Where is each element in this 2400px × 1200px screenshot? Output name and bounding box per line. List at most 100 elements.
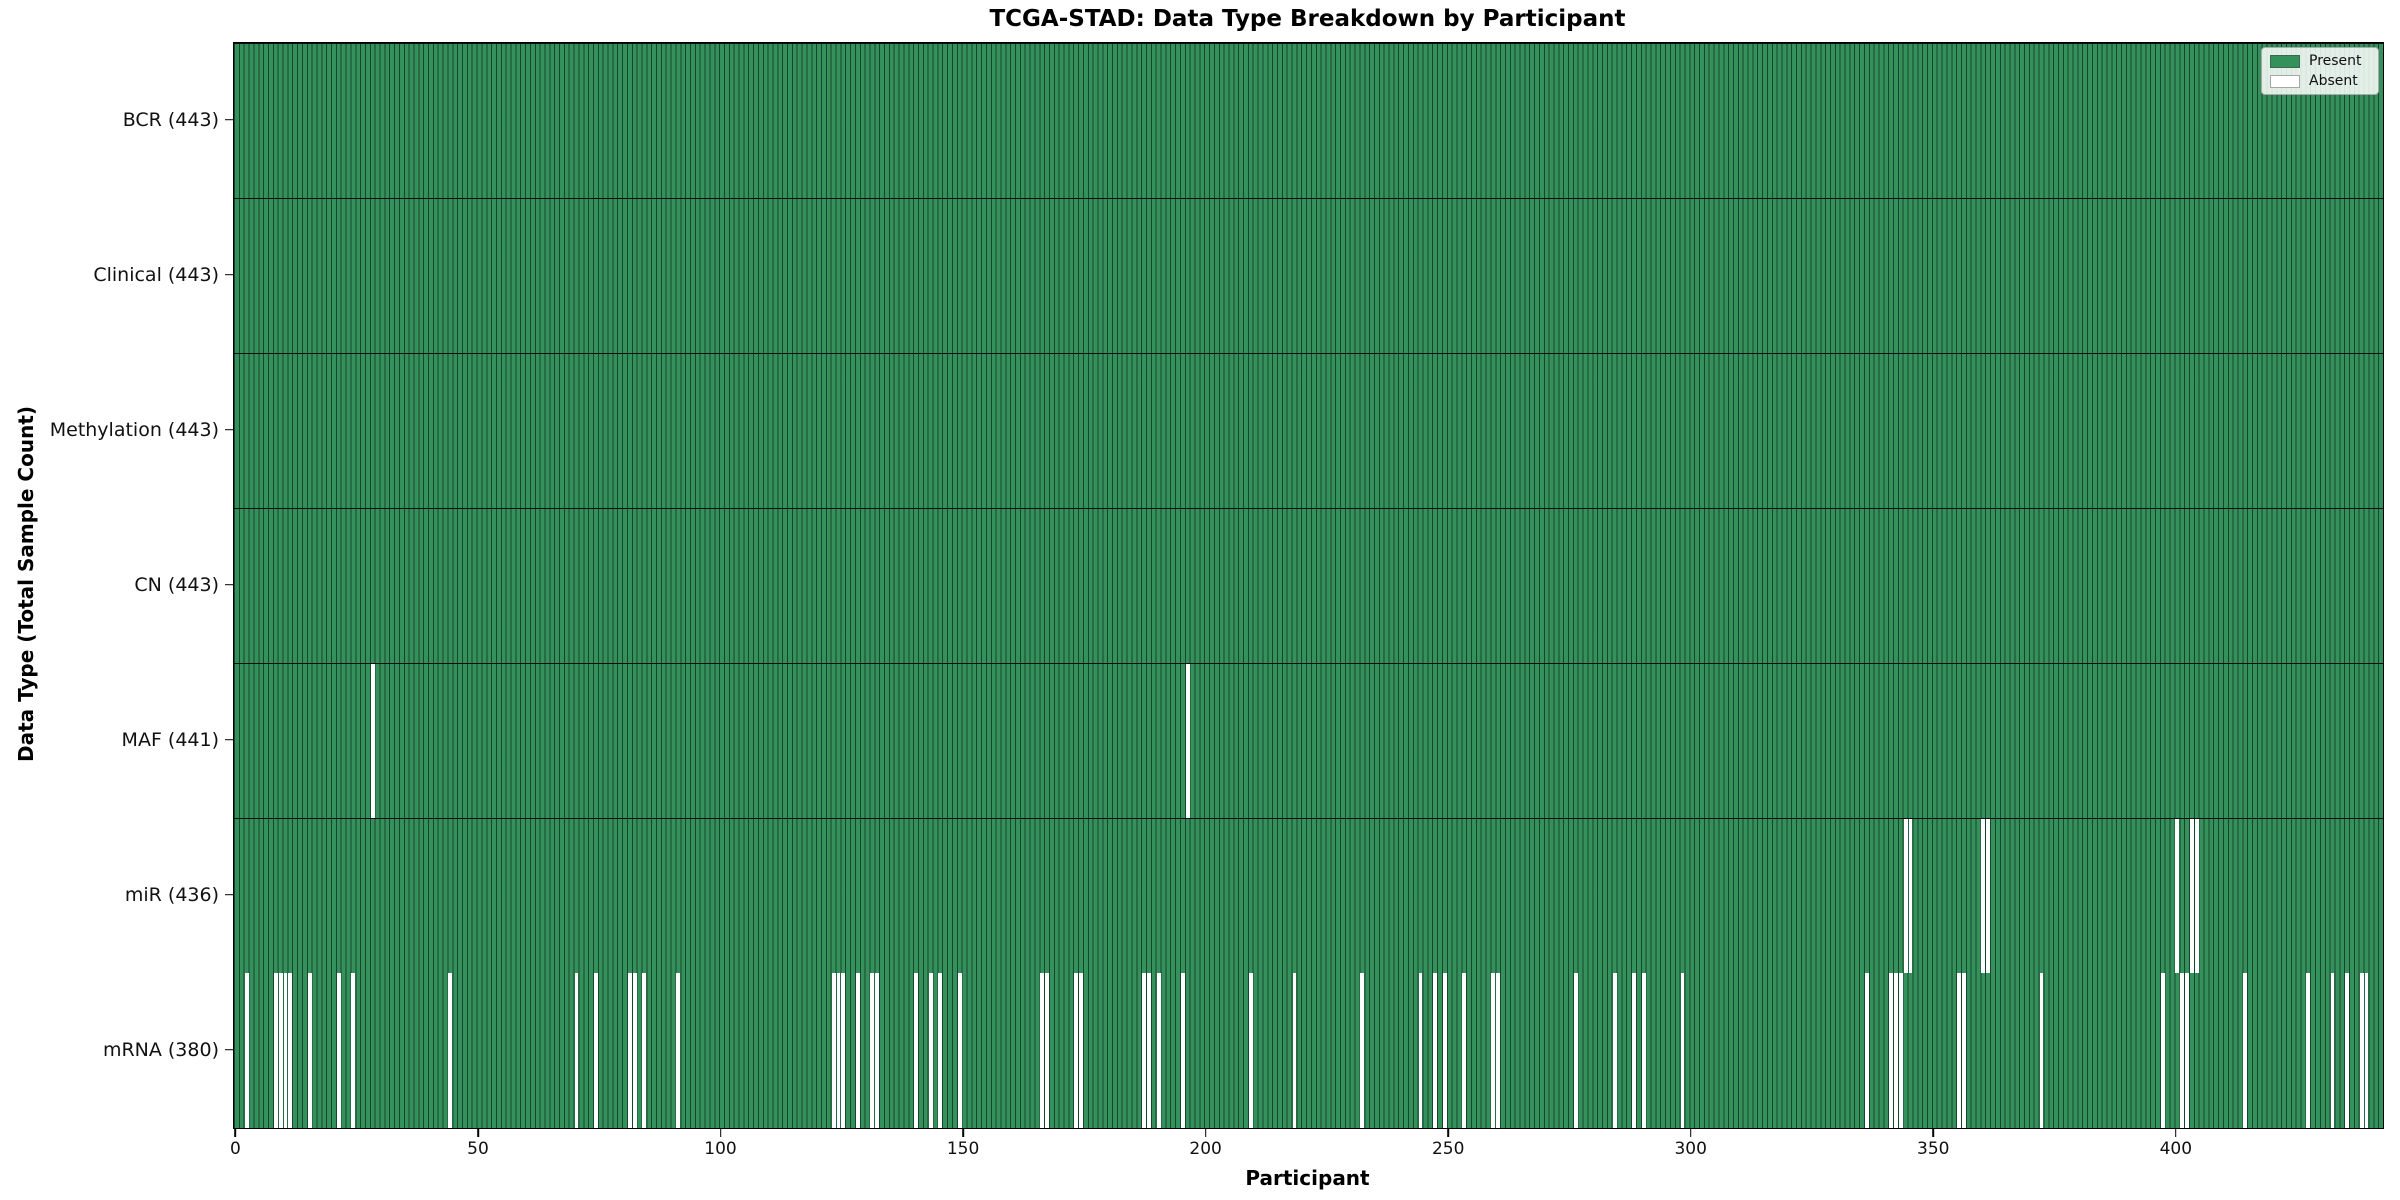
legend-entry-present: Present	[2270, 54, 2370, 68]
absent-stripe	[875, 973, 880, 1128]
absent-stripe	[1864, 973, 1869, 1128]
y-tick-label-miR: miR (436)	[124, 883, 219, 906]
x-tick-label-100: 100	[704, 1139, 737, 1159]
absent-stripe	[2175, 819, 2180, 973]
absent-stripe	[593, 973, 598, 1128]
x-tick-label-0: 0	[230, 1139, 241, 1159]
legend-swatch-absent-icon	[2270, 74, 2300, 88]
y-tick-label-mRNA: mRNA (380)	[102, 1038, 219, 1061]
absent-stripe	[307, 973, 312, 1128]
absent-stripe	[855, 973, 860, 1128]
absent-stripe	[1074, 973, 1079, 1128]
y-tick-label-BCR: BCR (443)	[122, 108, 219, 131]
absent-stripe	[1292, 973, 1297, 1128]
legend-entry-absent: Absent	[2270, 74, 2370, 88]
chart-title: TCGA-STAD: Data Type Breakdown by Partic…	[989, 6, 1626, 32]
absent-stripe	[1045, 973, 1049, 1128]
x-tick-label-250: 250	[1431, 1139, 1465, 1159]
row-mRNA	[234, 973, 2383, 1128]
row-CN	[234, 508, 2383, 663]
absent-stripe	[2160, 973, 2165, 1128]
absent-stripe	[831, 973, 836, 1128]
absent-stripe	[288, 973, 293, 1128]
absent-stripe	[1573, 973, 1578, 1128]
row-MAF	[234, 663, 2383, 818]
row-miR	[234, 818, 2383, 973]
x-tick-label-50: 50	[467, 1139, 489, 1159]
absent-stripe	[1961, 973, 1966, 1128]
absent-stripe	[642, 973, 647, 1128]
absent-stripe	[1632, 973, 1636, 1128]
absent-stripe	[2039, 973, 2044, 1128]
absent-stripe	[2359, 973, 2364, 1128]
x-tick-label-200: 200	[1189, 1139, 1222, 1159]
absent-stripe	[336, 973, 341, 1128]
x-tick-mark	[1689, 1129, 1692, 1137]
absent-stripe	[351, 973, 356, 1128]
absent-stripe	[2180, 973, 2185, 1128]
absent-stripe	[2345, 973, 2350, 1128]
absent-stripe	[627, 973, 632, 1128]
y-tick-mark	[225, 583, 233, 586]
absent-stripe	[2364, 973, 2369, 1128]
absent-stripe	[2185, 973, 2189, 1128]
absent-stripe	[1040, 973, 1045, 1128]
absent-stripe	[1903, 819, 1908, 973]
y-tick-mark	[225, 738, 233, 741]
absent-stripe	[1957, 973, 1961, 1128]
absent-stripe	[1156, 973, 1161, 1128]
y-tick-mark	[225, 118, 233, 121]
absent-stripe	[2306, 973, 2311, 1128]
absent-stripe	[1491, 973, 1496, 1128]
absent-stripe	[1360, 973, 1365, 1128]
absent-stripe	[914, 973, 918, 1128]
x-tick-mark	[1932, 1129, 1935, 1137]
absent-stripe	[1898, 973, 1903, 1128]
y-tick-label-MAF: MAF (441)	[121, 728, 219, 751]
legend-swatch-present-icon	[2270, 54, 2300, 68]
absent-stripe	[1433, 973, 1438, 1128]
absent-stripe	[632, 973, 637, 1128]
absent-stripe	[870, 973, 875, 1128]
legend-label-present: Present	[2309, 53, 2362, 69]
absent-stripe	[1142, 973, 1146, 1128]
absent-stripe	[1894, 973, 1898, 1128]
absent-stripe	[1908, 819, 1913, 973]
x-tick-mark	[2175, 1129, 2177, 1137]
row-Methylation	[234, 353, 2383, 508]
absent-stripe	[1180, 973, 1185, 1128]
y-tick-mark	[225, 1048, 233, 1051]
x-tick-mark	[477, 1129, 479, 1137]
absent-stripe	[2189, 819, 2194, 973]
absent-stripe	[928, 973, 933, 1128]
y-tick-mark	[225, 428, 233, 431]
absent-stripe	[370, 664, 375, 818]
absent-stripe	[1641, 973, 1646, 1128]
plot-area: Present Absent	[233, 42, 2384, 1129]
absent-stripe	[1986, 819, 1991, 973]
x-tick-label-300: 300	[1674, 1139, 1707, 1159]
absent-stripe	[278, 973, 283, 1128]
absent-stripe	[957, 973, 962, 1128]
absent-stripe	[836, 973, 841, 1128]
absent-stripe	[2243, 973, 2248, 1128]
absent-stripe	[1981, 819, 1986, 973]
x-axis-label: Participant	[1245, 1166, 1370, 1190]
y-tick-label-CN: CN (443)	[134, 573, 219, 596]
legend: Present Absent	[2261, 47, 2379, 95]
x-tick-label-350: 350	[1917, 1139, 1950, 1159]
absent-stripe	[273, 973, 278, 1128]
absent-stripe	[244, 973, 249, 1128]
absent-stripe	[1496, 973, 1501, 1128]
absent-stripe	[2330, 973, 2335, 1128]
x-tick-mark	[962, 1129, 964, 1137]
absent-stripe	[1248, 973, 1253, 1128]
x-tick-mark	[1204, 1129, 1207, 1137]
absent-stripe	[448, 973, 453, 1128]
absent-stripe	[676, 973, 681, 1128]
y-tick-mark	[225, 893, 233, 896]
absent-stripe	[841, 973, 846, 1128]
absent-stripe	[938, 973, 943, 1128]
absent-stripe	[1680, 973, 1685, 1128]
absent-stripe	[1079, 973, 1083, 1128]
